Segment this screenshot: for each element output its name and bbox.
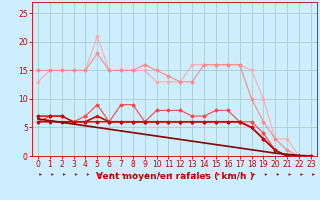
X-axis label: Vent moyen/en rafales ( km/h ): Vent moyen/en rafales ( km/h ) <box>96 172 253 181</box>
